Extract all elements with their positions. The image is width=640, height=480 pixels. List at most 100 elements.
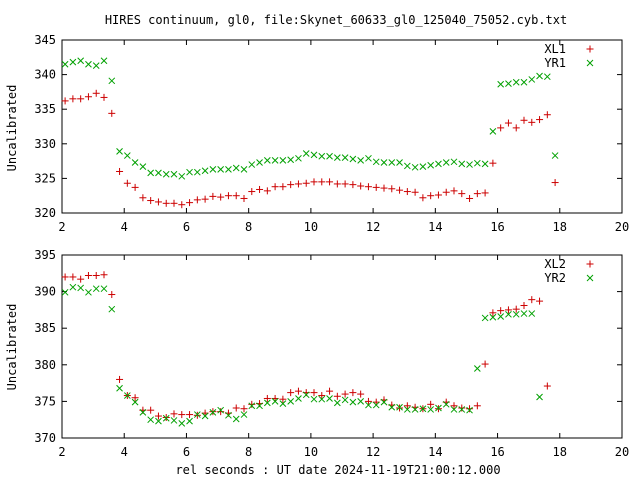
data-point-xl1 (201, 195, 209, 203)
data-point-yr2 (419, 405, 427, 413)
cross-stroke (178, 172, 186, 180)
y-tick-label: 375 (34, 394, 56, 408)
data-point-xl1 (458, 190, 466, 198)
data-point-xl2 (403, 402, 411, 410)
data-point-xl1 (504, 119, 512, 127)
data-point-xl2 (458, 404, 466, 412)
data-point-yr2 (170, 417, 178, 424)
data-point-xl1 (442, 188, 450, 196)
data-point-yr2 (92, 285, 100, 293)
panel-top: Uncalibrated 2 4 6 8 10 12 14 16 18 20 320 325 330 33… (5, 33, 629, 234)
data-point-xl1 (147, 197, 155, 205)
data-point-yr1 (108, 77, 116, 85)
data-point-yr2 (147, 416, 155, 424)
cross-stroke (435, 404, 442, 412)
data-point-yr2 (365, 401, 372, 409)
data-point-xl2 (209, 408, 217, 416)
data-point-yr1 (435, 160, 442, 168)
cross-stroke (100, 285, 108, 293)
cross-stroke (411, 163, 419, 171)
legend-marker-yr2 (586, 274, 594, 282)
data-point-yr1 (162, 170, 170, 178)
data-point-yr1 (201, 167, 209, 175)
cross-stroke (388, 159, 396, 166)
cross-stroke (326, 395, 333, 402)
cross-stroke (271, 398, 279, 405)
data-point-yr1 (388, 159, 396, 166)
data-point-xl1 (302, 179, 310, 187)
data-point-xl1 (240, 194, 248, 202)
cross-stroke (131, 159, 139, 166)
cross-stroke (225, 166, 232, 173)
data-point-yr1 (85, 60, 92, 68)
data-point-yr1 (178, 172, 186, 180)
data-point-yr1 (263, 157, 271, 164)
cross-stroke (178, 420, 186, 427)
cross-stroke (116, 148, 123, 155)
cross-stroke (85, 288, 92, 296)
data-point-xl2 (232, 404, 240, 412)
data-point-xl1 (139, 194, 147, 202)
data-point-xl2 (217, 408, 225, 416)
cross-stroke (403, 406, 411, 413)
y-tick-label: 340 (34, 68, 56, 82)
data-point-xl1 (186, 199, 194, 207)
cross-stroke (318, 152, 326, 160)
data-point-xl2 (497, 307, 505, 315)
data-point-xl2 (310, 389, 318, 397)
data-point-xl1 (551, 179, 559, 187)
data-point-yr1 (372, 158, 380, 166)
data-point-yr2 (326, 395, 333, 402)
data-point-yr1 (333, 154, 341, 161)
data-point-xl1 (466, 194, 474, 202)
data-point-yr2 (489, 313, 497, 321)
data-point-yr1 (92, 62, 100, 69)
data-point-yr1 (240, 166, 248, 173)
panel-top-axes: 2 4 6 8 10 12 14 16 18 20 320 325 330 335 340 345 (34, 33, 629, 234)
data-point-xl2 (147, 406, 155, 414)
cross-stroke (256, 402, 263, 410)
legend-label-yr1: YR1 (544, 56, 566, 70)
data-point-yr2 (139, 409, 147, 416)
y-tick-label: 320 (34, 206, 56, 220)
cross-stroke (357, 398, 365, 405)
data-point-yr2 (295, 395, 302, 402)
data-point-xl1 (403, 188, 411, 196)
data-point-xl1 (256, 185, 264, 193)
data-point-xl1 (100, 93, 108, 101)
data-point-yr2 (481, 314, 489, 322)
data-point-yr1 (442, 159, 450, 166)
cross-stroke (520, 78, 528, 86)
data-point-yr2 (427, 406, 435, 413)
data-point-xl1 (248, 188, 256, 196)
cross-stroke (365, 154, 372, 162)
data-point-yr2 (458, 406, 466, 413)
data-point-yr1 (209, 166, 217, 173)
cross-stroke (170, 170, 178, 178)
x-tick-label: 2 (58, 445, 65, 459)
data-point-yr2 (349, 398, 357, 406)
cross-stroke (489, 313, 497, 321)
data-point-yr2 (225, 411, 232, 419)
data-point-yr2 (123, 392, 131, 399)
y-tick-label: 335 (34, 102, 56, 116)
cross-stroke (528, 310, 536, 317)
data-point-xl2 (536, 297, 544, 305)
data-point-xl2 (520, 302, 528, 310)
data-point-yr1 (403, 162, 411, 170)
data-point-xl2 (279, 395, 287, 403)
data-point-xl1 (388, 185, 396, 193)
cross-stroke (302, 391, 310, 399)
data-point-xl2 (61, 273, 69, 281)
data-point-xl1 (123, 179, 131, 187)
cross-stroke (131, 398, 139, 406)
data-point-yr1 (256, 159, 263, 166)
cross-stroke (380, 159, 388, 166)
cross-stroke (108, 305, 116, 313)
data-point-xl2 (193, 411, 201, 419)
y-tick-label: 370 (34, 431, 56, 445)
legend-marker-yr1 (586, 59, 594, 67)
data-point-xl2 (489, 309, 497, 317)
panel-top-marks (61, 57, 559, 209)
cross-stroke (139, 163, 147, 170)
